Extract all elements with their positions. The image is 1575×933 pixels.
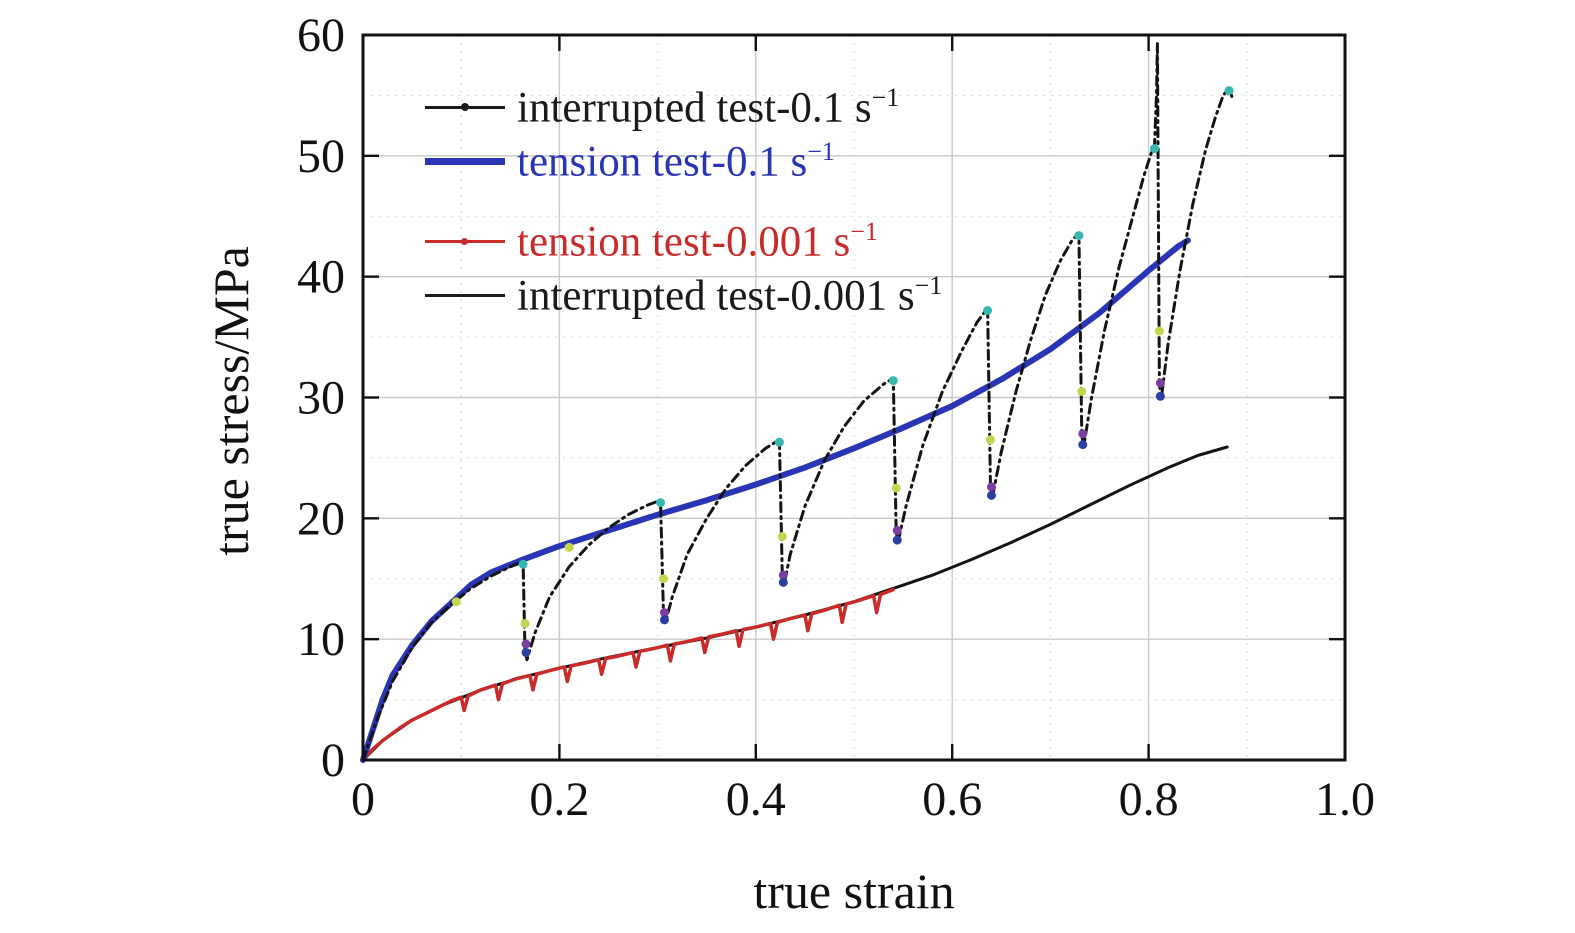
tick-labels: 0 0.2 0.4 0.6 0.8 1.0 0 10 20 30 40 50 60 bbox=[297, 9, 1375, 826]
purple-dots bbox=[521, 378, 1165, 649]
x-tick-label: 1.0 bbox=[1315, 773, 1375, 826]
legend-label: tension test-0.001 s−1 bbox=[517, 216, 878, 266]
yellow-green-dots bbox=[451, 326, 1164, 628]
x-tick-label: 0.8 bbox=[1119, 773, 1179, 826]
axes-frame bbox=[361, 33, 1347, 762]
y-tick-label: 10 bbox=[297, 613, 345, 666]
y-tick-label: 20 bbox=[297, 492, 345, 545]
y-tick-label: 50 bbox=[297, 130, 345, 183]
legend-label: tension test-0.1 s−1 bbox=[517, 136, 835, 186]
legend-item-tension-0.001: tension test-0.001 s−1 bbox=[425, 214, 942, 268]
legend-line-sample-marker bbox=[425, 237, 505, 245]
legend-label: interrupted test-0.001 s−1 bbox=[517, 270, 943, 320]
legend-label: interrupted test-0.1 s−1 bbox=[517, 82, 900, 132]
legend-line-sample-dot-line bbox=[425, 102, 505, 111]
x-tick-label: 0.2 bbox=[529, 773, 589, 826]
x-axis-label: true strain bbox=[753, 863, 955, 919]
series-tension-test-0.1-s- bbox=[360, 237, 1191, 763]
y-tick-label: 30 bbox=[297, 372, 345, 425]
legend-line-sample-thick bbox=[425, 157, 505, 165]
y-tick-label: 40 bbox=[297, 251, 345, 304]
legend-line-sample-plain bbox=[425, 293, 505, 297]
dot-marker-icon bbox=[461, 237, 468, 245]
legend-item-interrupted-0.001: interrupted test-0.001 s−1 bbox=[425, 268, 942, 322]
x-tick-label: 0 bbox=[351, 773, 375, 826]
legend: interrupted test-0.1 s−1 tension test-0.… bbox=[425, 80, 942, 322]
series-interrupted-test-0.001-s- bbox=[361, 445, 1229, 762]
y-axis-label: true stress/MPa bbox=[203, 246, 259, 556]
y-tick-label: 60 bbox=[297, 9, 345, 62]
y-tick-label: 0 bbox=[321, 734, 345, 787]
teal-dots bbox=[518, 86, 1234, 569]
x-tick-label: 0.4 bbox=[726, 773, 786, 826]
legend-item-tension-0.1: tension test-0.1 s−1 bbox=[425, 134, 942, 188]
grid bbox=[363, 35, 1345, 760]
navy-dots bbox=[521, 391, 1165, 657]
series-tension-test-0.001-s- bbox=[361, 587, 896, 762]
x-tick-label: 0.6 bbox=[922, 773, 982, 826]
legend-item-interrupted-0.1: interrupted test-0.1 s−1 bbox=[425, 80, 942, 134]
marker-group bbox=[451, 86, 1234, 657]
dot-marker-icon bbox=[461, 102, 469, 111]
